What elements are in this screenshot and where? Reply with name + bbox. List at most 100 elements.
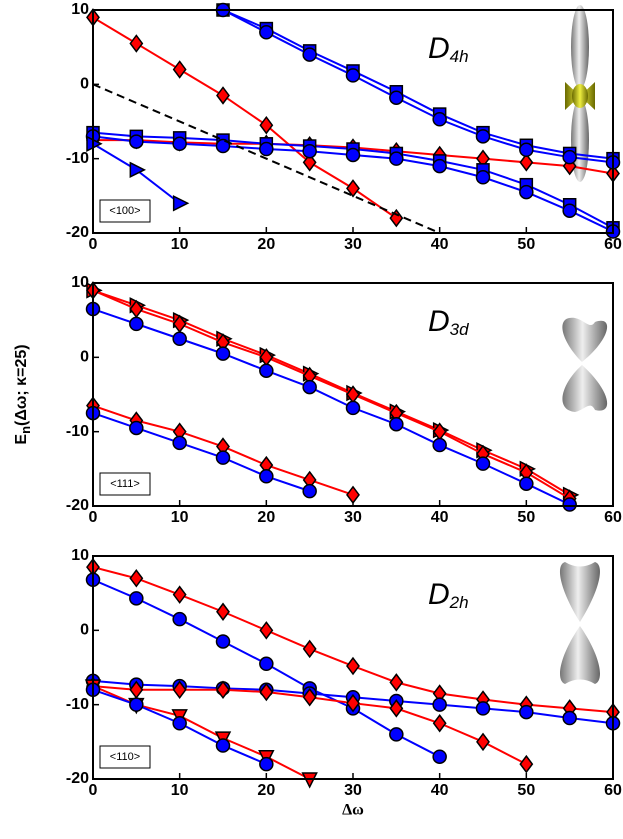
marker <box>129 316 144 332</box>
marker <box>259 756 274 772</box>
marker <box>172 195 190 212</box>
marker <box>346 485 360 505</box>
x-tick-label: 40 <box>431 782 449 799</box>
marker <box>129 420 144 436</box>
annotation-symbol: D <box>428 305 450 338</box>
marker <box>389 699 404 718</box>
y-tick-label: -10 <box>66 696 89 713</box>
series-line <box>222 10 613 160</box>
annotation: D3d <box>428 305 469 340</box>
marker <box>389 90 404 105</box>
plot-frame <box>92 282 614 507</box>
marker <box>432 749 447 764</box>
marker <box>129 569 144 588</box>
marker <box>129 34 144 53</box>
annotation: D4h <box>428 32 469 67</box>
marker <box>389 151 404 166</box>
marker <box>562 497 577 512</box>
marker <box>172 136 187 152</box>
marker <box>346 179 360 198</box>
y-label-main: E <box>13 434 30 445</box>
x-tick-label: 40 <box>431 236 449 253</box>
x-tick-label: 20 <box>257 509 275 526</box>
y-tick-label: -10 <box>66 150 89 167</box>
box <box>99 199 151 223</box>
marker <box>562 203 577 218</box>
marker <box>259 656 274 672</box>
marker <box>259 469 274 484</box>
y-tick-label: 0 <box>80 349 89 366</box>
box-label: <100> <box>109 205 140 217</box>
marker <box>172 331 187 346</box>
marker <box>519 704 534 720</box>
annotation-symbol: D <box>428 578 450 611</box>
x-tick-label: 40 <box>431 509 449 526</box>
y-tick-label: -10 <box>66 423 89 440</box>
x-tick-label: 10 <box>171 782 189 799</box>
marker <box>215 346 231 361</box>
y-label-rest: (Δω; κ=25) <box>13 344 30 426</box>
x-tick-label: 0 <box>89 782 98 799</box>
marker <box>172 680 187 700</box>
inset-d2h <box>560 562 600 684</box>
marker <box>129 697 144 712</box>
marker <box>302 379 317 395</box>
plot-frame <box>92 9 614 234</box>
marker <box>389 727 404 742</box>
annotation-subscript: 3d <box>450 320 469 339</box>
y-tick-label: 0 <box>80 622 89 639</box>
marker <box>172 611 187 627</box>
marker <box>215 634 231 649</box>
x-axis-label: Δω <box>342 802 364 819</box>
annotation-subscript: 4h <box>450 47 469 66</box>
marker <box>259 682 274 702</box>
box <box>99 472 151 496</box>
y-tick-label: 10 <box>71 274 89 291</box>
series-line <box>93 16 397 219</box>
y-tick-label: -20 <box>66 497 89 514</box>
marker <box>389 673 404 692</box>
marker <box>172 435 187 451</box>
marker <box>129 161 147 179</box>
marker <box>302 483 317 499</box>
marker <box>432 112 447 127</box>
x-tick-label: 0 <box>89 509 98 526</box>
annotation-symbol: D <box>428 32 450 65</box>
marker <box>475 456 491 471</box>
x-tick-label: 30 <box>344 782 362 799</box>
y-label-sub: n <box>18 426 33 434</box>
x-tick-label: 30 <box>344 509 362 526</box>
marker <box>172 716 187 731</box>
marker <box>475 170 491 185</box>
y-tick-label: -20 <box>66 770 89 787</box>
y-tick-label: 0 <box>80 76 89 93</box>
marker <box>519 142 534 157</box>
marker <box>302 153 317 172</box>
marker <box>259 363 274 378</box>
marker <box>129 134 144 149</box>
x-tick-label: 60 <box>604 509 622 526</box>
marker <box>259 115 274 135</box>
x-tick-label: 0 <box>89 236 98 253</box>
annotation: D2h <box>428 578 469 613</box>
marker <box>259 141 274 157</box>
y-tick-label: -20 <box>66 224 89 241</box>
marker <box>519 476 534 491</box>
marker <box>346 656 360 676</box>
marker <box>215 450 231 465</box>
marker <box>345 147 361 163</box>
marker <box>172 60 187 79</box>
x-tick-label: 10 <box>171 236 189 253</box>
x-tick-label: 30 <box>344 236 362 253</box>
marker <box>172 585 187 604</box>
series-line <box>93 289 571 500</box>
marker <box>432 714 447 733</box>
plot-frame <box>92 555 614 780</box>
x-tick-label: 60 <box>604 236 622 253</box>
marker <box>432 697 447 712</box>
series-line <box>93 83 441 233</box>
marker <box>302 639 317 659</box>
annotation-subscript: 2h <box>449 593 469 612</box>
x-tick-label: 20 <box>257 782 275 799</box>
